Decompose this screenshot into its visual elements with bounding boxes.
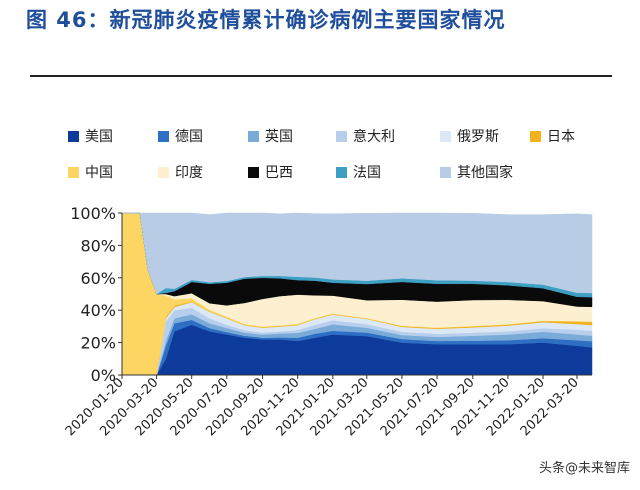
y-tick-label: 20% xyxy=(80,334,116,353)
legend-swatch xyxy=(530,130,541,142)
legend-swatch xyxy=(68,130,79,142)
legend-row: 美国 德国 英国 意大利 俄罗斯 日本 xyxy=(68,126,628,162)
page-title: 图 46：新冠肺炎疫情累计确诊病例主要国家情况 xyxy=(26,8,506,32)
legend-swatch xyxy=(336,130,347,142)
legend-item: 俄罗斯 xyxy=(440,126,499,146)
legend-item: 其他国家 xyxy=(440,162,513,182)
legend-item: 印度 xyxy=(158,162,203,182)
legend-item: 日本 xyxy=(530,126,575,146)
legend-label: 印度 xyxy=(175,165,203,181)
legend-label: 法国 xyxy=(353,165,381,181)
y-tick-label: 40% xyxy=(80,301,116,320)
legend-swatch xyxy=(440,130,451,142)
legend-swatch xyxy=(68,166,79,178)
y-tick-label: 80% xyxy=(80,236,116,255)
legend-item: 意大利 xyxy=(336,126,395,146)
legend-label: 德国 xyxy=(175,129,203,145)
legend-label: 意大利 xyxy=(353,129,395,145)
legend-label: 其他国家 xyxy=(457,165,513,181)
legend-label: 日本 xyxy=(547,129,575,145)
legend-item: 德国 xyxy=(158,126,203,146)
legend-label: 俄罗斯 xyxy=(457,129,499,145)
legend-label: 英国 xyxy=(265,129,293,145)
legend-swatch xyxy=(440,166,451,178)
legend-swatch xyxy=(158,130,169,142)
legend-row: 中国 印度 巴西 法国 其他国家 xyxy=(68,162,628,198)
y-tick-label: 0% xyxy=(91,366,116,385)
chart-legend: 美国 德国 英国 意大利 俄罗斯 日本 中国 印度 巴西 法国 其他国家 xyxy=(68,126,628,198)
legend-item: 巴西 xyxy=(248,162,293,182)
legend-label: 美国 xyxy=(85,129,113,145)
legend-swatch xyxy=(248,166,259,178)
watermark: 头条@未来智库 xyxy=(538,461,630,476)
legend-item: 美国 xyxy=(68,126,113,146)
legend-swatch xyxy=(158,166,169,178)
legend-label: 中国 xyxy=(85,165,113,181)
title-divider xyxy=(30,75,612,77)
y-tick-label: 60% xyxy=(80,269,116,288)
area-series xyxy=(122,212,593,295)
legend-label: 巴西 xyxy=(265,165,293,181)
legend-item: 英国 xyxy=(248,126,293,146)
legend-item: 中国 xyxy=(68,162,113,182)
legend-swatch xyxy=(336,166,347,178)
legend-swatch xyxy=(248,130,259,142)
legend-item: 法国 xyxy=(336,162,381,182)
y-tick-label: 100% xyxy=(70,204,116,223)
